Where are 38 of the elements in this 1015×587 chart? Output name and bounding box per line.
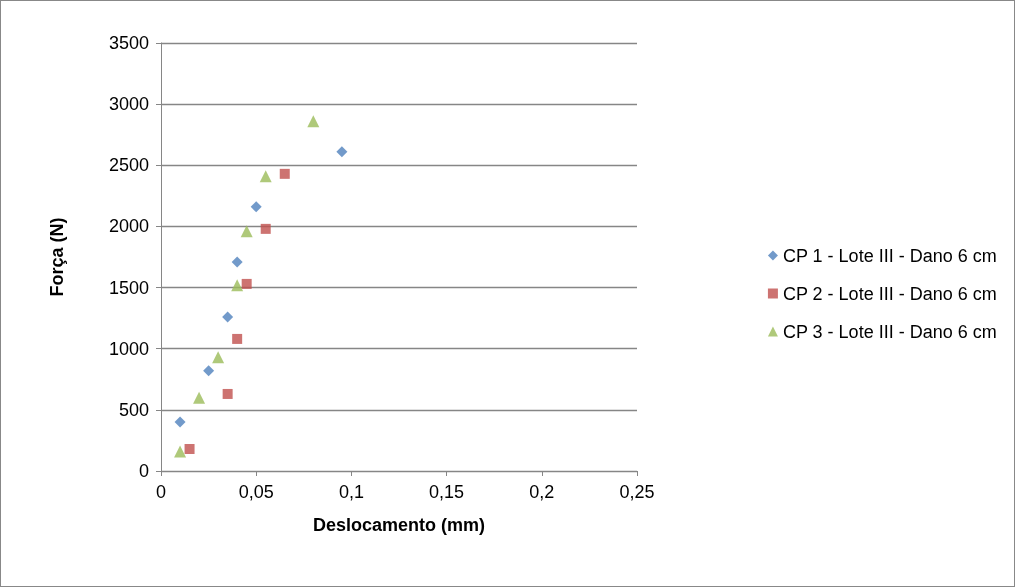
point bbox=[174, 445, 187, 458]
y-tick-label: 500 bbox=[118, 399, 149, 420]
point bbox=[250, 201, 262, 213]
point bbox=[174, 416, 186, 428]
x-tick-label: 0,2 bbox=[529, 482, 555, 502]
point bbox=[203, 365, 215, 377]
y-tick-label: 2500 bbox=[108, 155, 149, 176]
y-axis-title: Força (N) bbox=[47, 217, 67, 297]
point bbox=[222, 388, 233, 399]
y-tick-label: 1500 bbox=[108, 277, 149, 298]
point bbox=[231, 279, 244, 292]
legend-label: CP 3 - Lote III - Dano 6 cm bbox=[782, 321, 997, 342]
x-tick-label: 0,1 bbox=[338, 482, 364, 502]
x-tick-label: 0,15 bbox=[429, 482, 465, 502]
point bbox=[260, 223, 271, 234]
point bbox=[184, 443, 195, 454]
y-tick-label: 3500 bbox=[108, 33, 149, 53]
y-tick-label: 2000 bbox=[108, 216, 149, 237]
point bbox=[336, 146, 348, 158]
x-tick-label: 0,05 bbox=[238, 482, 274, 502]
y-tick-label: 1000 bbox=[108, 338, 149, 359]
point bbox=[279, 168, 290, 179]
x-tick-label: 0,25 bbox=[619, 482, 655, 502]
point bbox=[241, 278, 252, 289]
point bbox=[212, 351, 225, 364]
legend-label: CP 2 - Lote III - Dano 6 cm bbox=[782, 283, 997, 304]
point bbox=[307, 115, 320, 128]
legend-label: CP 1 - Lote III - Dano 6 cm bbox=[782, 245, 997, 266]
point bbox=[240, 225, 253, 238]
x-tick-label: 0 bbox=[155, 482, 167, 502]
point bbox=[231, 256, 243, 268]
x-axis-title: Deslocamento (mm) bbox=[312, 515, 486, 535]
point bbox=[222, 311, 234, 323]
point bbox=[232, 333, 243, 344]
point bbox=[259, 170, 272, 183]
point bbox=[193, 391, 206, 404]
y-tick-label: 3000 bbox=[108, 94, 149, 115]
y-tick-label: 0 bbox=[138, 461, 149, 481]
